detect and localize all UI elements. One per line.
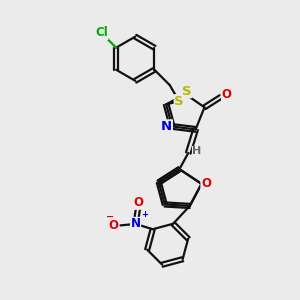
Text: Cl: Cl [95, 26, 108, 40]
Text: N: N [161, 120, 172, 133]
Text: O: O [201, 177, 211, 190]
Text: +: + [141, 210, 148, 219]
Text: N: N [130, 218, 141, 230]
Text: −: − [106, 212, 115, 222]
Text: O: O [222, 88, 232, 100]
Text: S: S [174, 95, 184, 108]
Text: S: S [182, 85, 192, 98]
Text: O: O [133, 196, 143, 209]
Text: O: O [109, 219, 119, 232]
Text: H: H [193, 146, 202, 157]
